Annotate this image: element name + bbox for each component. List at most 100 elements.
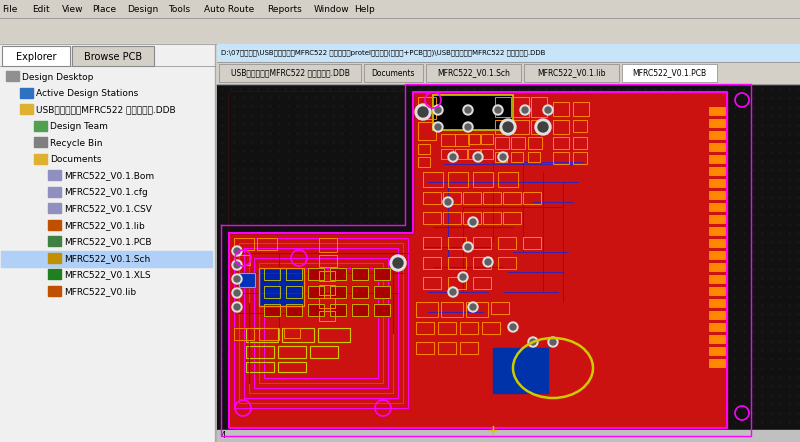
Bar	[286, 304, 302, 316]
Bar	[710, 300, 724, 306]
Bar	[710, 192, 724, 198]
Text: Place: Place	[92, 4, 116, 14]
Bar	[48, 286, 61, 296]
Bar	[234, 238, 408, 408]
Text: Documents: Documents	[372, 69, 415, 77]
Text: MFRC522_V0.1.Sch: MFRC522_V0.1.Sch	[64, 254, 150, 263]
Bar	[257, 238, 277, 250]
Bar	[416, 322, 434, 334]
Circle shape	[433, 122, 443, 132]
Bar	[528, 152, 540, 162]
Circle shape	[530, 339, 536, 345]
Bar	[473, 172, 493, 187]
Bar	[443, 192, 461, 204]
Bar	[217, 62, 800, 84]
Circle shape	[465, 107, 471, 113]
Bar	[709, 191, 725, 199]
Bar	[319, 238, 337, 252]
Bar	[374, 304, 390, 316]
Circle shape	[465, 124, 471, 130]
Bar	[553, 120, 569, 134]
Bar	[264, 286, 280, 298]
Circle shape	[510, 324, 516, 330]
Bar	[513, 97, 529, 117]
Text: USB口安全芯片MFRC522 射频读卡器.DDB: USB口安全芯片MFRC522 射频读卡器.DDB	[36, 106, 176, 114]
Circle shape	[522, 107, 528, 113]
Bar	[234, 238, 254, 250]
Bar	[710, 168, 724, 174]
Circle shape	[435, 124, 441, 130]
Bar	[330, 286, 346, 298]
Text: Browse PCB: Browse PCB	[84, 52, 142, 62]
Bar	[34, 121, 47, 130]
Bar	[448, 237, 466, 249]
Circle shape	[232, 246, 242, 256]
Bar	[438, 322, 456, 334]
Bar	[495, 120, 511, 134]
Bar	[286, 268, 302, 280]
Bar	[416, 342, 434, 354]
Bar	[433, 95, 513, 130]
Bar	[573, 152, 587, 164]
Circle shape	[550, 339, 556, 345]
Bar	[483, 192, 501, 204]
Bar	[34, 153, 47, 164]
Bar	[463, 212, 481, 224]
Bar	[448, 277, 466, 289]
Circle shape	[450, 289, 456, 295]
Bar	[259, 263, 383, 383]
Bar	[278, 362, 306, 372]
Bar	[330, 304, 346, 316]
Bar	[455, 134, 469, 146]
Bar	[1, 251, 212, 267]
Bar	[710, 324, 724, 330]
Bar	[709, 227, 725, 235]
Text: MFRC522_V0.1.PCB: MFRC522_V0.1.PCB	[64, 237, 151, 247]
Bar	[710, 216, 724, 222]
Bar	[709, 203, 725, 211]
Bar	[710, 264, 724, 270]
Circle shape	[483, 257, 493, 267]
Circle shape	[393, 258, 403, 268]
Bar	[468, 134, 480, 144]
Bar	[498, 172, 518, 187]
Bar	[48, 269, 61, 279]
Bar	[481, 134, 493, 144]
Bar	[709, 155, 725, 163]
Bar	[710, 228, 724, 234]
Circle shape	[448, 152, 458, 162]
Bar	[709, 323, 725, 331]
Circle shape	[528, 337, 538, 347]
Circle shape	[468, 302, 478, 312]
Bar	[709, 131, 725, 139]
Circle shape	[234, 248, 240, 254]
Bar	[352, 304, 368, 316]
Bar	[319, 298, 335, 308]
Circle shape	[232, 260, 242, 270]
Bar	[308, 268, 324, 280]
Bar	[244, 248, 398, 398]
Bar	[709, 239, 725, 247]
Circle shape	[234, 290, 240, 296]
Circle shape	[232, 274, 242, 284]
Circle shape	[500, 119, 516, 135]
Bar	[229, 92, 413, 233]
Bar	[463, 192, 481, 204]
Bar	[217, 430, 800, 442]
Bar	[286, 268, 302, 280]
Bar	[374, 304, 390, 316]
Bar	[709, 359, 725, 367]
Bar	[286, 286, 302, 298]
Bar	[234, 255, 250, 265]
Bar	[448, 172, 468, 187]
Bar	[441, 134, 455, 146]
Bar	[495, 152, 507, 162]
Bar	[259, 268, 304, 306]
Bar	[503, 192, 521, 204]
Bar	[374, 268, 390, 280]
Bar	[710, 360, 724, 366]
Circle shape	[232, 302, 242, 312]
Bar	[278, 346, 306, 358]
Bar	[352, 304, 368, 316]
Bar	[217, 84, 800, 442]
